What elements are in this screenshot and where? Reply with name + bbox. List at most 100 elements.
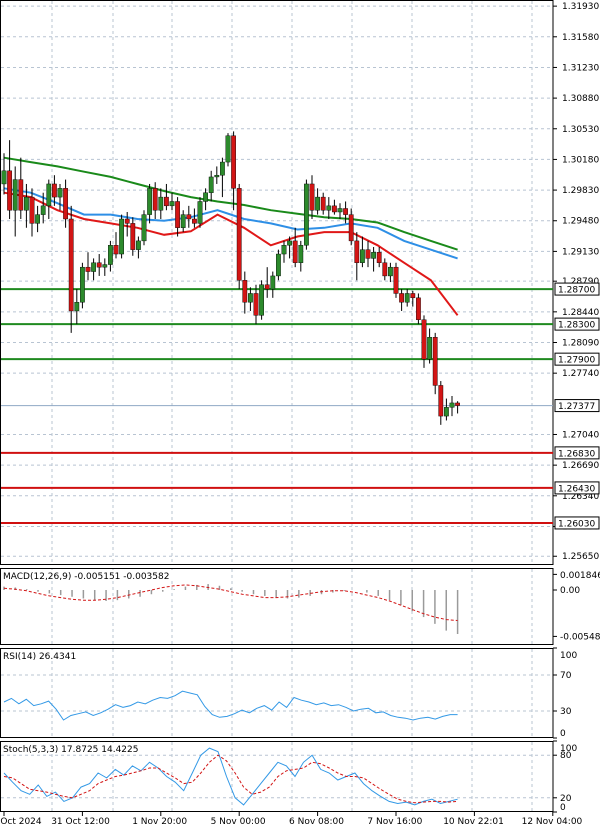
candle <box>52 175 57 206</box>
macd-title: MACD(12,26,9) -0.005151 -0.003582 <box>3 572 169 582</box>
candle <box>113 232 119 259</box>
bull-candle-body <box>427 337 432 360</box>
moving-average-line <box>3 187 458 260</box>
candle <box>259 280 264 320</box>
candle <box>152 182 158 219</box>
axis-label-macd: 0.00 <box>560 586 580 596</box>
axis-label-macd: 0.001846 <box>560 571 600 581</box>
bear-candle-body <box>432 337 438 386</box>
bull-candle-body <box>74 302 80 312</box>
candle <box>68 205 74 333</box>
candle <box>360 236 365 268</box>
time-axis-label: 7 Nov 16:00 <box>367 817 422 827</box>
price-axis-label: 1.29130 <box>562 247 599 257</box>
candle <box>231 131 236 211</box>
bull-candle-body <box>371 252 376 259</box>
bear-candle-body <box>7 170 13 211</box>
candle <box>432 332 438 395</box>
candle <box>91 258 97 281</box>
candle <box>29 188 35 237</box>
bear-candle-body <box>410 293 416 299</box>
bull-candle-body <box>247 293 253 303</box>
bull-candle-body <box>208 176 214 193</box>
level-label-box <box>554 516 600 530</box>
bull-candle-body <box>1 170 7 185</box>
bear-candle-body <box>163 196 169 207</box>
bear-candle-body <box>18 179 24 211</box>
bull-candle-body <box>203 192 208 202</box>
bull-candle-body <box>449 402 455 408</box>
bear-candle-body <box>29 196 35 224</box>
candle <box>393 262 399 298</box>
candle <box>298 240 304 272</box>
level-label-box <box>554 399 600 413</box>
candle <box>449 395 455 417</box>
bull-candle-body <box>40 205 46 215</box>
candle <box>12 166 18 237</box>
bull-candle-body <box>404 293 410 303</box>
axis-label-rsi: 100 <box>560 651 577 661</box>
price-axis-label: 1.25650 <box>562 552 599 562</box>
bull-candle-body <box>141 214 147 242</box>
candle <box>46 179 52 219</box>
bear-candle-body <box>236 188 242 281</box>
candle <box>444 398 449 421</box>
bull-candle-body <box>337 208 343 213</box>
candle <box>191 208 197 228</box>
level-label: 1.28300 <box>558 321 595 331</box>
candle <box>214 166 220 184</box>
bull-candle-body <box>270 275 276 290</box>
candle <box>35 205 41 233</box>
candle <box>169 192 175 211</box>
axis-label-stoch: 100 <box>560 744 577 754</box>
candle <box>57 183 63 211</box>
candle <box>281 240 287 263</box>
bull-candle-body <box>35 214 41 224</box>
bear-candle-body <box>455 402 460 406</box>
bull-candle-body <box>169 201 175 207</box>
bull-candle-body <box>214 174 220 178</box>
candle <box>292 227 298 268</box>
bear-candle-body <box>113 245 119 255</box>
candle <box>421 315 427 368</box>
level-label: 1.26030 <box>558 519 595 529</box>
price-axis-label: 1.28090 <box>562 339 599 349</box>
candle <box>163 183 169 211</box>
candle <box>276 249 281 281</box>
bear-candle-body <box>382 262 388 277</box>
price-axis-label: 1.26690 <box>562 461 599 471</box>
level-label-box <box>554 446 600 460</box>
candle <box>343 201 348 224</box>
candle <box>326 197 332 219</box>
level-label-box <box>554 282 600 296</box>
macd-signal-line <box>3 584 458 621</box>
bull-candle-body <box>158 196 164 211</box>
candle <box>371 247 376 272</box>
bull-candle-body <box>444 407 449 417</box>
axis-label-stoch: 20 <box>560 794 572 804</box>
candle <box>158 188 164 219</box>
level-label-box <box>554 317 600 331</box>
price-axis-label: 1.30880 <box>562 94 599 104</box>
level-label: 1.27900 <box>558 356 595 366</box>
candle <box>208 170 214 202</box>
bull-candle-body <box>298 245 304 263</box>
level-label-box <box>554 481 600 495</box>
time-axis-label: 5 Nov 00:00 <box>211 817 266 827</box>
bull-candle-body <box>180 214 186 228</box>
rsi-line <box>3 690 458 721</box>
bull-candle-body <box>287 240 292 246</box>
bear-candle-body <box>393 266 399 294</box>
bear-candle-body <box>68 218 74 312</box>
bear-candle-body <box>354 240 360 263</box>
bear-candle-body <box>231 135 236 189</box>
bear-candle-body <box>63 188 69 220</box>
bear-candle-body <box>348 214 354 242</box>
bull-candle-body <box>107 245 113 265</box>
bull-candle-body <box>57 188 63 198</box>
bear-candle-body <box>421 319 427 360</box>
stoch-title: Stoch(5,3,3) 17.8725 14.4225 <box>3 745 138 755</box>
candle <box>253 284 259 325</box>
bear-candle-body <box>365 249 371 259</box>
